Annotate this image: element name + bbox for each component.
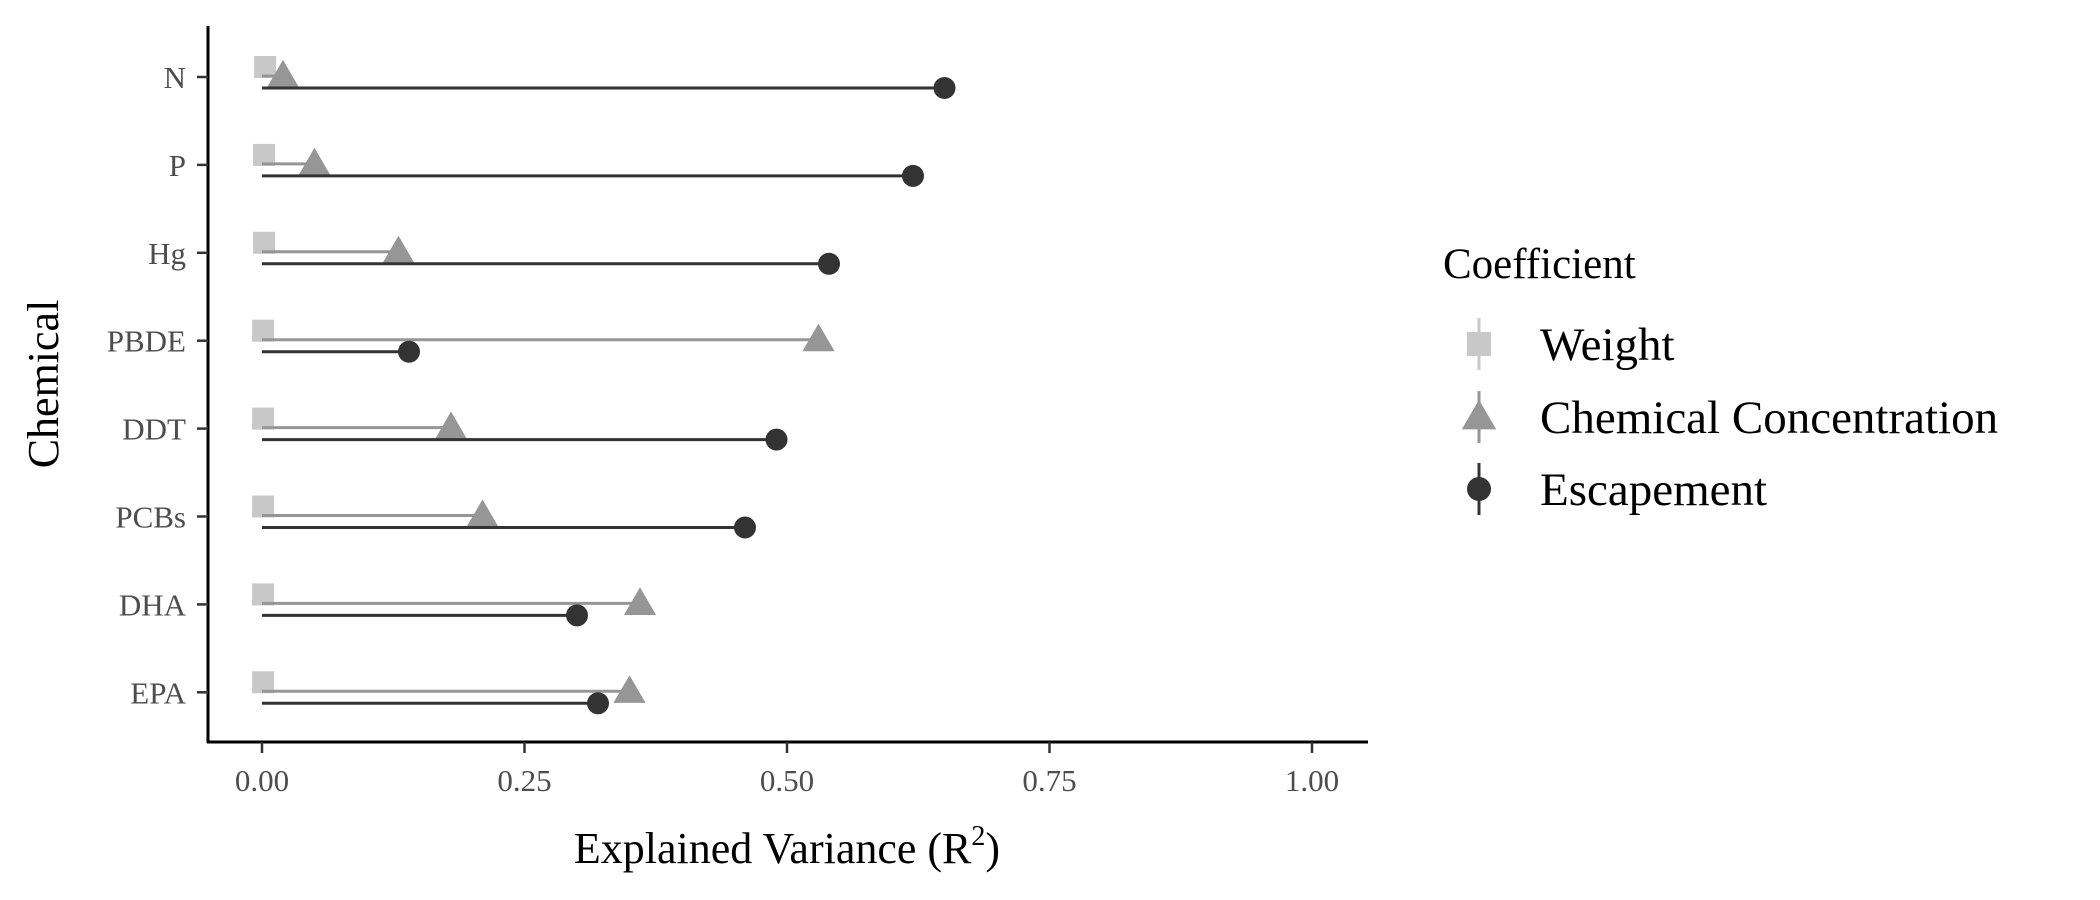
y-tick-label: Hg: [148, 236, 186, 271]
y-tick-label: DDT: [122, 412, 186, 447]
legend-keys: Weight Chemical Concentration Escapement: [1461, 318, 1998, 516]
point-triangle: [298, 147, 331, 176]
point-circle: [587, 692, 609, 715]
y-tick-label: PCBs: [115, 500, 186, 535]
legend-key-circle: [1467, 477, 1491, 501]
point-triangle: [434, 411, 468, 440]
x-tick-label: 0.25: [497, 763, 551, 798]
x-axis-title-suffix: ): [985, 824, 1000, 873]
x-tick-label: 0.00: [235, 763, 289, 798]
legend-title: Coefficient: [1443, 241, 1636, 288]
legend-label: Escapement: [1540, 464, 1767, 516]
point-square: [254, 56, 277, 78]
point-triangle: [382, 235, 415, 264]
legend-label: Weight: [1540, 319, 1675, 371]
x-ticks: 0.00 0.25 0.50 0.75 1.00: [235, 742, 1339, 798]
x-tick-label: 1.00: [1285, 763, 1339, 798]
point-circle: [818, 252, 840, 275]
legend-key-triangle: [1461, 399, 1497, 430]
y-ticks: N P Hg PBDE DDT PCBs DHA EPA: [107, 60, 208, 710]
x-tick-label: 0.75: [1022, 763, 1076, 798]
point-square: [252, 671, 275, 694]
point-triangle: [802, 323, 835, 352]
x-axis-title-superscript: 2: [971, 821, 985, 852]
x-axis-title: Explained Variance (R2): [574, 821, 1000, 873]
point-square: [252, 407, 275, 430]
point-circle: [902, 164, 924, 187]
y-tick-label: DHA: [119, 587, 187, 622]
point-square: [252, 583, 275, 606]
y-axis-title: Chemical: [19, 300, 68, 469]
point-triangle: [266, 59, 300, 88]
legend: Coefficient Weight Chemical Concentration…: [1443, 241, 1998, 516]
point-circle: [933, 77, 956, 99]
legend-label: Chemical Concentration: [1540, 392, 1998, 444]
y-tick-label: N: [164, 60, 186, 95]
point-circle: [765, 428, 788, 451]
x-tick-label: 0.50: [760, 763, 814, 798]
point-triangle: [623, 587, 657, 615]
point-circle: [734, 516, 756, 539]
y-tick-label: P: [169, 148, 186, 183]
plot-marks: [252, 56, 956, 715]
point-triangle: [466, 499, 499, 528]
point-circle: [566, 604, 588, 627]
legend-key-square: [1467, 332, 1491, 356]
point-triangle: [613, 675, 646, 703]
y-tick-label: PBDE: [107, 324, 186, 359]
point-square: [252, 495, 275, 518]
point-square: [252, 319, 275, 342]
point-square: [253, 231, 276, 254]
point-square: [253, 143, 276, 166]
point-circle: [398, 340, 420, 363]
x-axis-title-main: Explained Variance (R: [574, 824, 972, 873]
y-tick-label: EPA: [130, 675, 186, 710]
